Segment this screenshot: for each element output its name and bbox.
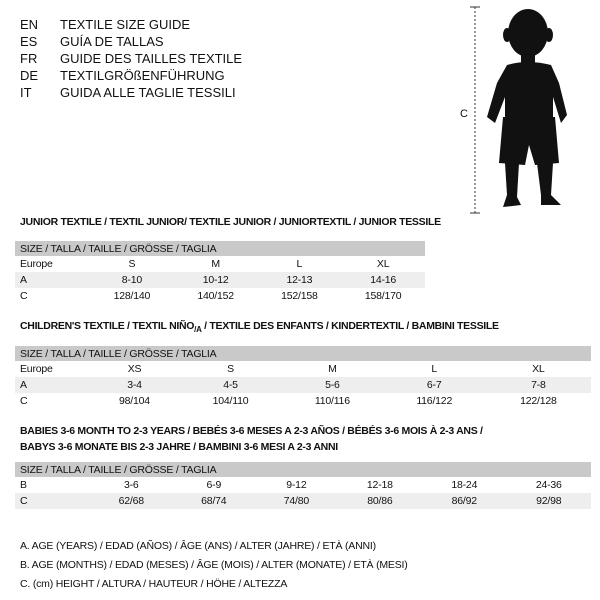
size-header-row: SIZE / TALLA / TAILLE / GRÖSSE / TAGLIA [15, 241, 425, 256]
table-cell: L [431, 363, 438, 375]
guide-title: GUIDE DES TAILLES TEXTILE [60, 51, 243, 66]
table-cell: 68/74 [172, 493, 256, 509]
guide-title: GUIDA ALLE TAGLIE TESSILI [60, 85, 236, 100]
language-code: ES [20, 34, 38, 49]
table-cell: 14-16 [341, 272, 425, 288]
table-cell: 152/158 [281, 290, 318, 302]
table-cell: M [328, 363, 337, 375]
table-cell: XL [532, 363, 545, 375]
language-code: FR [20, 51, 38, 66]
babies-section-title-line2: BABYS 3-6 MONATE BIS 2-3 JAHRE / BAMBINI… [20, 441, 338, 453]
language-title-fr: FR GUIDE DES TAILLES TEXTILE [20, 50, 242, 67]
size-header: SIZE / TALLA / TAILLE / GRÖSSE / TAGLIA [15, 346, 591, 361]
height-measure-label: C [460, 108, 468, 120]
table-cell: 9-12 [286, 479, 307, 491]
row-label: Europe [20, 258, 53, 270]
legend-item: C. (cm) HEIGHT / ALTURA / HAUTEUR / HÖHE… [20, 578, 288, 590]
abbreviation-legend: A. AGE (YEARS) / EDAD (AÑOS) / ÂGE (ANS)… [20, 537, 408, 594]
row-label: A [15, 272, 90, 288]
table-cell: 62/68 [90, 493, 173, 509]
table-cell: 128/140 [113, 290, 151, 302]
table-cell: S [128, 258, 136, 270]
row-label: B [20, 479, 27, 491]
table-cell: 104/110 [212, 395, 249, 407]
table-cell: 74/80 [255, 493, 338, 509]
guide-title: TEXTILE SIZE GUIDE [60, 17, 191, 32]
table-cell: 6-9 [206, 479, 222, 491]
row-label: Europe [20, 363, 53, 375]
table-row: C 98/104 104/110 110/116 116/122 122/128 [15, 393, 591, 409]
child-silhouette-figure: C [455, 5, 595, 215]
table-row: Europe S M L XL [15, 256, 425, 272]
table-cell: 86/92 [422, 493, 507, 509]
table-cell: 3-4 [90, 377, 179, 393]
junior-section-title: JUNIOR TEXTILE / TEXTIL JUNIOR/ TEXTILE … [20, 216, 441, 228]
language-code: EN [20, 17, 39, 32]
table-cell: 10-12 [173, 272, 258, 288]
table-cell: 4-5 [179, 377, 282, 393]
child-silhouette-icon [470, 6, 567, 214]
table-cell: 92/98 [506, 493, 591, 509]
table-cell: 122/128 [520, 395, 557, 407]
table-cell: 80/86 [337, 493, 423, 509]
language-title-de: DE TEXTILGRÖßENFÜHRUNG [20, 67, 225, 84]
row-label: C [20, 290, 28, 302]
children-section-title: CHILDREN'S TEXTILE / TEXTIL NIÑO/A / TEX… [20, 320, 499, 335]
table-row: A 3-4 4-5 5-6 6-7 7-8 [15, 377, 591, 393]
table-row: C 62/68 68/74 74/80 80/86 86/92 92/98 [15, 493, 591, 509]
table-cell: 6-7 [382, 377, 486, 393]
table-cell: 7-8 [485, 377, 591, 393]
babies-section-title-line1: BABIES 3-6 MONTH TO 2-3 YEARS / BEBÉS 3-… [20, 425, 483, 437]
table-cell: 3-6 [123, 479, 139, 491]
table-cell: 18-24 [451, 479, 478, 491]
legend-item: A. AGE (YEARS) / EDAD (AÑOS) / ÂGE (ANS)… [20, 540, 376, 552]
children-size-table: SIZE / TALLA / TAILLE / GRÖSSE / TAGLIA E… [15, 346, 591, 409]
babies-size-table: SIZE / TALLA / TAILLE / GRÖSSE / TAGLIA B… [15, 462, 591, 509]
table-cell: M [211, 258, 220, 270]
size-header: SIZE / TALLA / TAILLE / GRÖSSE / TAGLIA [15, 462, 591, 477]
table-cell: 8-10 [90, 272, 174, 288]
row-label: C [20, 395, 28, 407]
size-header-row: SIZE / TALLA / TAILLE / GRÖSSE / TAGLIA [15, 462, 591, 477]
language-code: DE [20, 68, 39, 83]
table-cell: 116/122 [416, 395, 453, 407]
size-header: SIZE / TALLA / TAILLE / GRÖSSE / TAGLIA [15, 241, 425, 256]
language-code: IT [20, 85, 32, 100]
table-cell: L [296, 258, 303, 270]
junior-size-table: SIZE / TALLA / TAILLE / GRÖSSE / TAGLIA E… [15, 241, 425, 304]
row-label: C [15, 493, 90, 509]
table-cell: XS [127, 363, 142, 375]
table-cell: 24-36 [535, 479, 562, 491]
language-title-en: EN TEXTILE SIZE GUIDE [20, 16, 190, 33]
table-cell: XL [376, 258, 390, 270]
table-cell: S [227, 363, 234, 375]
guide-title: GUÍA DE TALLAS [60, 34, 164, 49]
guide-title: TEXTILGRÖßENFÜHRUNG [60, 68, 225, 83]
table-row: B 3-6 6-9 9-12 12-18 18-24 24-36 [15, 477, 591, 493]
table-cell: 140/152 [197, 290, 234, 302]
legend-item: B. AGE (MONTHS) / EDAD (MESES) / ÂGE (MO… [20, 559, 408, 571]
table-row: Europe XS S M L XL [15, 361, 591, 377]
row-label: A [15, 377, 90, 393]
table-cell: 98/104 [119, 395, 150, 407]
table-row: A 8-10 10-12 12-13 14-16 [15, 272, 425, 288]
table-cell: 5-6 [281, 377, 383, 393]
table-cell: 158/170 [364, 290, 402, 302]
language-title-es: ES GUÍA DE TALLAS [20, 33, 164, 50]
table-cell: 12-13 [257, 272, 342, 288]
table-cell: 110/116 [314, 395, 350, 407]
language-title-it: IT GUIDA ALLE TAGLIE TESSILI [20, 84, 236, 101]
table-cell: 12-18 [366, 479, 393, 491]
size-header-row: SIZE / TALLA / TAILLE / GRÖSSE / TAGLIA [15, 346, 591, 361]
table-row: C 128/140 140/152 152/158 158/170 [15, 288, 425, 304]
